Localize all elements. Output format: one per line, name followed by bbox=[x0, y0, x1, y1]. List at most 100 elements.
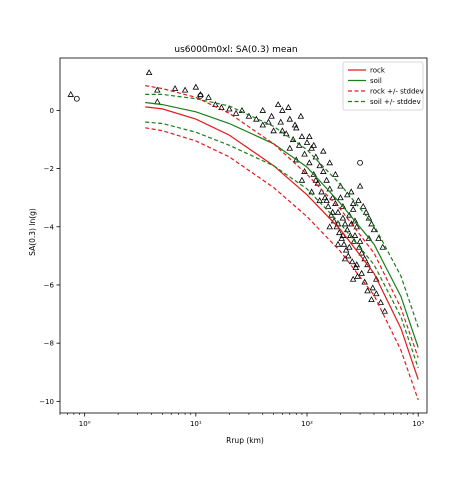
observation-triangle-25 bbox=[295, 141, 303, 148]
observation-triangle-122 bbox=[368, 296, 375, 302]
observation-triangle-2 bbox=[154, 86, 161, 93]
observation-triangle-14 bbox=[245, 112, 253, 119]
y-tick-label-0: 0 bbox=[50, 107, 54, 115]
legend-label-1: soil bbox=[370, 77, 382, 85]
legend-label-0: rock bbox=[370, 67, 386, 75]
x-axis-label: Rrup (km) bbox=[226, 436, 264, 445]
axes: 10⁰ 10¹ 10² 10³ 0 −2 −4 −6 −8 −10 bbox=[39, 57, 428, 428]
observation-triangle-77 bbox=[369, 284, 377, 291]
observation-triangle-89 bbox=[349, 200, 357, 206]
legend: rock soil rock +/- stddev soil +/- stddev bbox=[342, 61, 424, 111]
observation-triangle-67 bbox=[355, 243, 363, 250]
observation-triangle-57 bbox=[347, 232, 354, 238]
observation-triangle-12 bbox=[232, 109, 240, 116]
x-tick-label-0: 10⁰ bbox=[79, 420, 91, 428]
observation-triangle-78 bbox=[370, 226, 378, 233]
observation-triangle-73 bbox=[364, 261, 371, 268]
observation-triangle-100 bbox=[353, 261, 361, 268]
observation-triangle-62 bbox=[351, 217, 359, 224]
observation-triangle-70 bbox=[359, 202, 367, 209]
observation-triangle-97 bbox=[326, 223, 333, 230]
axes-frame bbox=[59, 57, 428, 414]
observation-triangle-105 bbox=[347, 220, 355, 227]
observation-triangle-11 bbox=[226, 105, 233, 112]
observation-triangle-63 bbox=[352, 264, 360, 270]
observation-triangle-66 bbox=[355, 197, 362, 204]
y-tick-label-4: −8 bbox=[44, 340, 54, 348]
observation-triangle-55 bbox=[344, 252, 352, 259]
observation-triangle-51 bbox=[340, 240, 348, 247]
chart-title: us6000m0xl: SA(0.3) mean bbox=[174, 45, 297, 55]
observation-triangle-48 bbox=[337, 194, 344, 201]
observation-triangle-121 bbox=[373, 275, 380, 282]
observation-triangle-72 bbox=[362, 208, 370, 215]
observation-triangle-28 bbox=[303, 138, 311, 145]
observation-triangle-7 bbox=[197, 90, 204, 97]
observation-triangle-47 bbox=[335, 229, 343, 236]
observation-triangle-22 bbox=[286, 115, 294, 122]
observation-triangle-69 bbox=[358, 249, 365, 256]
observation-triangle-16 bbox=[259, 121, 267, 128]
observation-triangle-83 bbox=[381, 307, 389, 314]
plot-area bbox=[67, 69, 419, 401]
observation-triangle-1 bbox=[145, 69, 153, 76]
series-line-3 bbox=[145, 127, 419, 401]
observation-triangle-102 bbox=[298, 176, 306, 183]
series-line-5 bbox=[145, 121, 419, 369]
observation-triangle-50 bbox=[339, 214, 347, 221]
observation-triangle-52 bbox=[341, 220, 349, 227]
x-tick-label-1: 10¹ bbox=[190, 420, 202, 428]
observation-triangle-41 bbox=[327, 211, 335, 218]
observation-triangle-120 bbox=[364, 287, 371, 294]
y-axis-label: SA(0.3) ln(g) bbox=[28, 208, 37, 256]
observation-triangle-46 bbox=[334, 208, 342, 215]
observation-triangle-18 bbox=[270, 127, 277, 134]
observation-triangle-115 bbox=[268, 112, 275, 119]
observation-triangle-26 bbox=[298, 133, 306, 140]
series-line-2 bbox=[145, 85, 419, 358]
observation-triangle-64 bbox=[353, 223, 361, 230]
observation-triangle-106 bbox=[351, 232, 359, 238]
observation-triangle-60 bbox=[349, 205, 357, 212]
y-tick-label-2: −4 bbox=[44, 223, 55, 231]
x-tick-label-3: 10³ bbox=[412, 420, 424, 428]
observation-triangle-92 bbox=[329, 208, 336, 215]
observation-triangle-117 bbox=[285, 104, 292, 110]
observation-triangle-91 bbox=[323, 197, 330, 204]
observation-triangle-82 bbox=[379, 243, 387, 250]
observation-triangle-113 bbox=[310, 141, 318, 148]
observation-triangle-53 bbox=[342, 246, 350, 253]
observation-triangle-114 bbox=[259, 106, 267, 113]
series-line-0 bbox=[145, 106, 419, 380]
observation-triangle-29 bbox=[306, 159, 313, 166]
observation-triangle-59 bbox=[348, 258, 356, 265]
observation-triangle-27 bbox=[301, 150, 308, 157]
observation-triangle-99 bbox=[341, 255, 349, 262]
observation-triangle-58 bbox=[347, 188, 355, 195]
observation-triangle-42 bbox=[329, 194, 336, 201]
observation-triangle-125 bbox=[349, 275, 357, 282]
observation-triangle-34 bbox=[316, 162, 323, 169]
observation-triangle-38 bbox=[323, 176, 330, 183]
observation-triangle-6 bbox=[192, 83, 200, 90]
observation-triangle-19 bbox=[274, 101, 282, 108]
y-tick-label-5: −10 bbox=[39, 398, 54, 406]
observation-triangle-36 bbox=[319, 168, 327, 174]
observation-triangle-68 bbox=[356, 182, 364, 189]
observation-triangle-24 bbox=[292, 124, 300, 131]
x-tick-label-2: 10² bbox=[301, 420, 313, 428]
observation-triangle-4 bbox=[171, 85, 179, 92]
observation-triangle-37 bbox=[321, 194, 329, 201]
observation-circle-0 bbox=[73, 95, 80, 102]
observation-triangle-124 bbox=[365, 234, 373, 241]
observation-triangle-39 bbox=[324, 202, 332, 209]
observation-triangle-15 bbox=[253, 115, 260, 122]
plot-inner bbox=[67, 69, 419, 401]
observation-triangle-5 bbox=[181, 86, 189, 93]
observation-triangle-98 bbox=[334, 240, 342, 247]
observation-triangle-93 bbox=[334, 220, 342, 227]
observation-triangle-8 bbox=[205, 93, 212, 100]
observation-triangle-109 bbox=[286, 144, 294, 151]
observation-triangle-31 bbox=[310, 170, 318, 177]
